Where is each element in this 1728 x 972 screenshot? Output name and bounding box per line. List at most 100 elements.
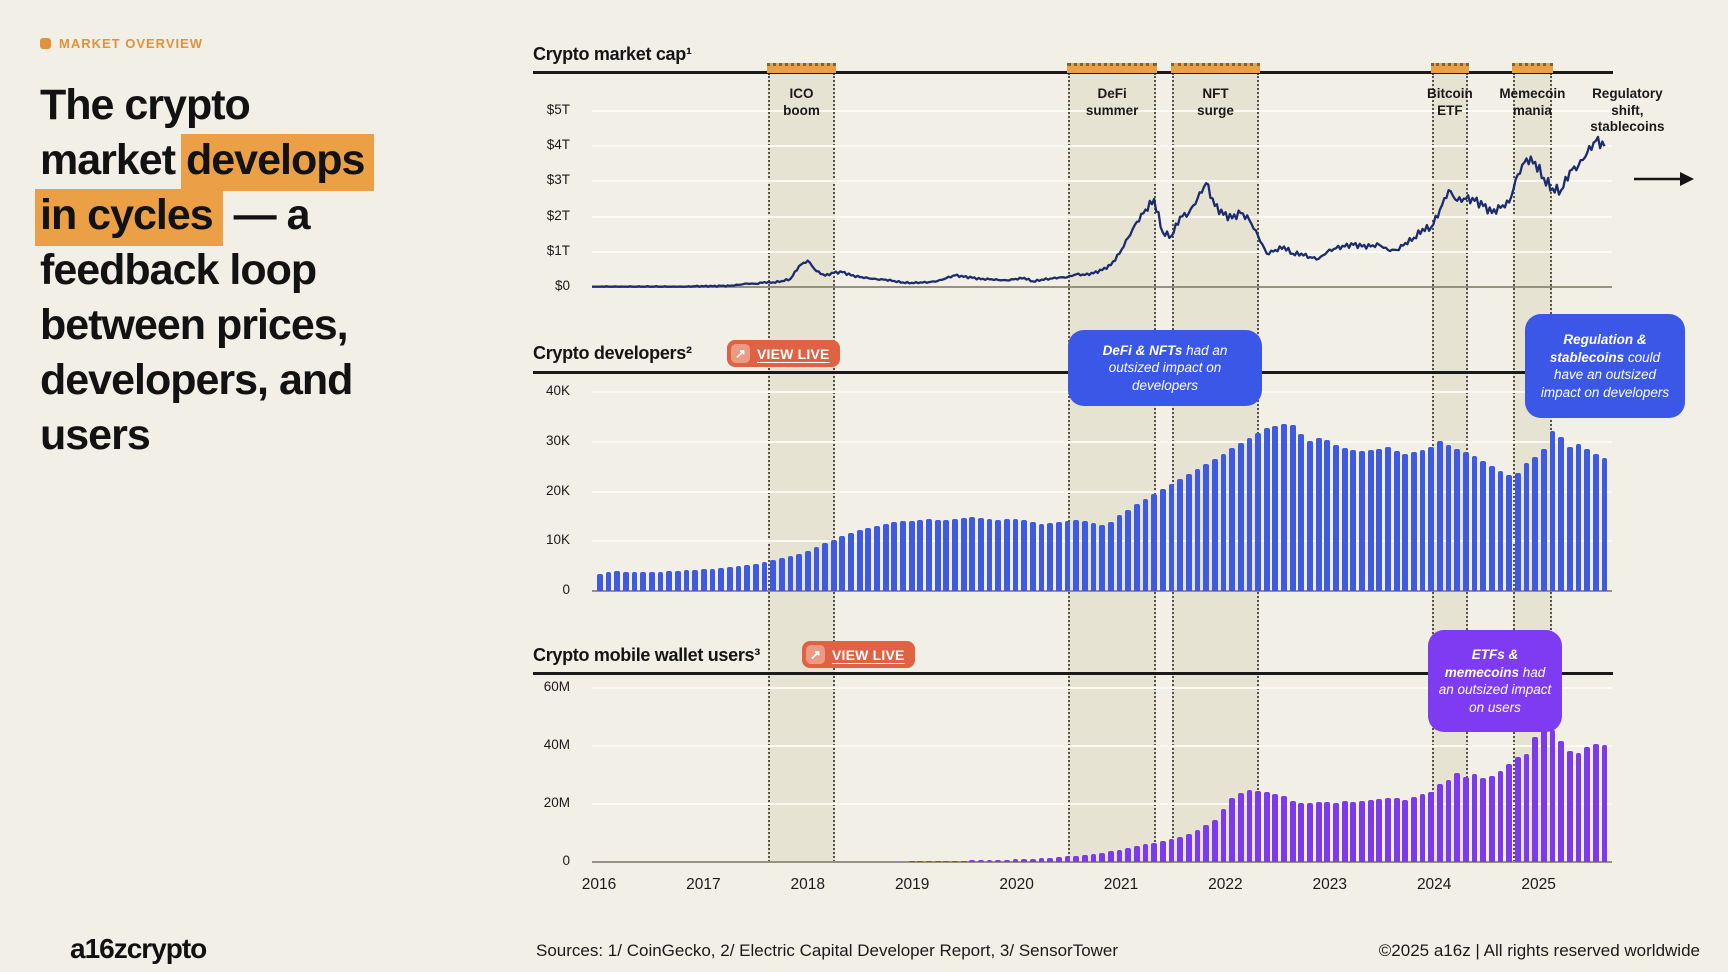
developers-bar	[960, 518, 967, 591]
callout-regulation-stablecoins: Regulation & stablecoins could have an o…	[1525, 314, 1685, 418]
developers-bar	[1237, 443, 1244, 591]
wallet-users-bar	[1081, 854, 1088, 862]
developers-bar	[1584, 448, 1591, 591]
wallet-users-bar	[952, 860, 958, 862]
wallet-users-bar	[1497, 770, 1504, 862]
eyebrow-label: MARKET OVERVIEW	[59, 36, 204, 51]
developers-bar	[943, 520, 950, 591]
gridline-market-cap-$1T	[592, 250, 1612, 253]
developers-bar	[1133, 504, 1140, 591]
x-tick-2020: 2020	[999, 876, 1034, 893]
developers-bar	[683, 570, 690, 591]
wallet-users-bar	[1454, 773, 1461, 862]
event-label-memecoin-mania: Memecoin mania	[1499, 86, 1566, 118]
wallet-users-bar	[1514, 757, 1521, 862]
developers-bar	[1211, 458, 1218, 591]
event-band-cap-nft-surge	[1171, 63, 1260, 73]
callout-defi-nfts: DeFi & NFTs had an outsized impact on de…	[1068, 330, 1262, 406]
wallet-users-bar	[1506, 763, 1513, 862]
wallet-users-bar	[1540, 717, 1547, 862]
wallet-users-bar	[1419, 793, 1426, 862]
wallet-users-bar	[1125, 847, 1132, 862]
highlight-develops: develops	[180, 134, 375, 191]
external-link-arrow-icon: ↗	[806, 645, 825, 664]
gridline-wallet-users-40M	[592, 745, 1612, 747]
wallet-users-bar	[1099, 853, 1106, 862]
event-band-cap-memecoin-mania	[1511, 63, 1554, 73]
wallet-users-bar	[1480, 777, 1487, 862]
developers-bar	[874, 525, 880, 591]
view-live-button-developers[interactable]: ↗ VIEW LIVE	[727, 340, 840, 367]
wallet-users-bar	[1090, 853, 1097, 862]
wallet-users-bar	[1463, 776, 1469, 862]
developers-bar	[822, 543, 828, 591]
developers-bar	[1350, 449, 1357, 591]
wallet-users-bar	[1107, 851, 1114, 862]
wallet-users-bar	[1289, 800, 1296, 862]
developers-bar	[648, 572, 655, 591]
gridline-wallet-users-20M	[592, 803, 1612, 805]
developers-bar	[1185, 473, 1192, 591]
developers-bar	[995, 519, 1002, 591]
wallet-users-bar	[1393, 797, 1400, 862]
developers-bar	[709, 568, 716, 591]
developers-bar	[1480, 460, 1487, 591]
page-title: The crypto market develops in cycles — a…	[35, 78, 460, 463]
wallet-users-bar	[1030, 858, 1036, 862]
developers-bar	[1315, 437, 1322, 591]
developers-bar	[891, 522, 898, 591]
developers-bar	[1047, 522, 1054, 591]
wallet-users-bar	[1367, 800, 1374, 862]
y-tick-market-cap-$4T: $4T	[546, 137, 570, 153]
developers-bar	[1376, 448, 1383, 591]
developers-bar	[700, 569, 707, 591]
wallet-users-bar	[1592, 743, 1599, 862]
eyebrow-square-icon	[40, 38, 51, 49]
wallet-users-bar	[1350, 802, 1357, 862]
developers-bar	[796, 554, 802, 591]
developers-bar	[830, 539, 837, 591]
developers-bar	[1428, 446, 1435, 591]
y-tick-market-cap-$0: $0	[554, 278, 570, 293]
x-tick-2022: 2022	[1208, 876, 1243, 893]
wallet-users-bar	[1237, 792, 1244, 862]
developers-bar	[1359, 451, 1365, 591]
event-band-ico-boom	[768, 73, 835, 862]
wallet-users-bar	[1428, 791, 1435, 862]
event-label-regulatory-shift: Regulatory shift, stablecoins	[1590, 86, 1665, 134]
wallet-users-bar	[960, 860, 967, 862]
developers-bar	[1081, 521, 1088, 591]
developers-bar	[1463, 451, 1469, 591]
developers-bar	[1367, 450, 1374, 591]
wallet-users-bar	[1281, 795, 1287, 862]
gridline-market-cap-$3T	[592, 180, 1612, 183]
arrow-right-icon	[1634, 172, 1694, 186]
developers-bar	[1142, 499, 1149, 591]
developers-bar	[1177, 478, 1184, 591]
wallet-users-bar	[1298, 802, 1305, 862]
wallet-users-bar	[1168, 839, 1175, 862]
developers-bar	[1203, 463, 1209, 591]
developers-bar	[856, 530, 863, 591]
wallet-users-bar	[1523, 753, 1530, 862]
wallet-users-bar	[1471, 774, 1478, 862]
view-live-button-wallet-users[interactable]: ↗ VIEW LIVE	[802, 641, 915, 668]
developers-bar	[1385, 447, 1391, 591]
developers-bar	[666, 571, 673, 591]
wallet-users-bar	[1159, 840, 1166, 862]
title-line-4: feedback loop	[40, 246, 317, 294]
wallet-users-bar	[1203, 824, 1209, 862]
callout-etfs-memecoins: ETFs & memecoins had an outsized impact …	[1428, 630, 1562, 732]
wallet-users-bar	[1021, 859, 1028, 862]
event-label-bitcoin-etf: Bitcoin ETF	[1426, 86, 1473, 118]
a16zcrypto-logo: a16zcrypto	[70, 933, 207, 964]
developers-bar	[1307, 440, 1313, 591]
developers-bar	[839, 536, 846, 591]
developers-bar	[1445, 444, 1452, 591]
wallet-users-bar	[1142, 844, 1149, 862]
developers-bar	[1194, 468, 1201, 591]
wallet-users-bar	[1211, 819, 1218, 862]
wallet-users-bar	[1566, 751, 1573, 862]
wallet-users-bar	[1177, 836, 1184, 862]
developers-bar	[752, 563, 759, 591]
